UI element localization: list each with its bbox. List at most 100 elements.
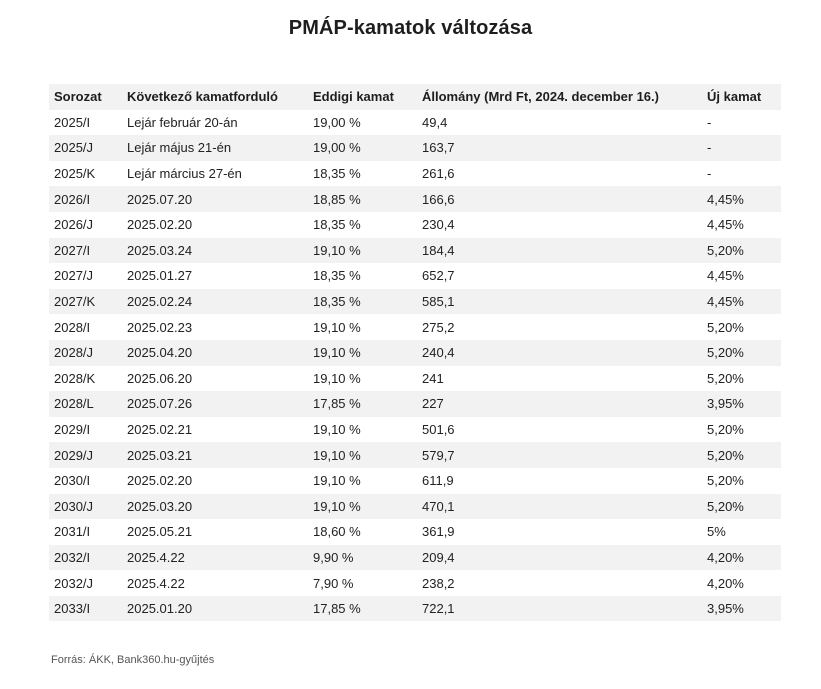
cell-new-rate: 5,20% xyxy=(707,319,744,335)
cell-next-rate-change: Lejár március 27-én xyxy=(127,166,242,182)
column-header-outstanding-amount: Állomány (Mrd Ft, 2024. december 16.) xyxy=(422,89,659,105)
cell-new-rate: 3,95% xyxy=(707,396,744,412)
cell-new-rate: 5,20% xyxy=(707,345,744,361)
cell-series: 2027/J xyxy=(54,268,94,284)
cell-series: 2032/I xyxy=(54,549,91,565)
cell-series: 2025/I xyxy=(54,114,91,130)
cell-series: 2028/L xyxy=(54,396,94,412)
cell-next-rate-change: 2025.02.24 xyxy=(127,294,193,310)
cell-previous-rate: 18,60 % xyxy=(313,524,361,540)
table-row: 2028/I 2025.02.23 19,10 % 275,2 5,20% xyxy=(49,314,781,340)
cell-series: 2028/J xyxy=(54,345,94,361)
interest-rate-table: Sorozat Következő kamatforduló Eddigi ka… xyxy=(49,84,781,622)
cell-new-rate: 5,20% xyxy=(707,498,744,514)
cell-series: 2033/I xyxy=(54,601,91,617)
cell-series: 2031/I xyxy=(54,524,91,540)
cell-outstanding-amount: 722,1 xyxy=(422,601,455,617)
page-title: PMÁP-kamatok változása xyxy=(288,17,533,39)
cell-series: 2027/I xyxy=(54,242,91,258)
cell-outstanding-amount: 501,6 xyxy=(422,422,455,438)
table-row: 2028/L 2025.07.26 17,85 % 227 3,95% xyxy=(49,391,781,417)
cell-outstanding-amount: 209,4 xyxy=(422,549,455,565)
table-row: 2031/I 2025.05.21 18,60 % 361,9 5% xyxy=(49,519,781,545)
cell-next-rate-change: 2025.03.20 xyxy=(127,498,193,514)
cell-series: 2025/K xyxy=(54,166,96,182)
table-row: 2027/K 2025.02.24 18,35 % 585,1 4,45% xyxy=(49,288,781,315)
cell-outstanding-amount: 652,7 xyxy=(422,268,455,284)
table-row: 2025/I Lejár február 20-án 19,00 % 49,4 - xyxy=(49,109,781,136)
cell-previous-rate: 19,10 % xyxy=(313,422,361,438)
cell-previous-rate: 19,10 % xyxy=(313,498,361,514)
table-row: 2027/I 2025.03.24 19,10 % 184,4 5,20% xyxy=(49,237,781,264)
table-body: 2025/I Lejár február 20-án 19,00 % 49,4-202… xyxy=(49,109,781,622)
cell-outstanding-amount: 261,6 xyxy=(422,166,455,182)
column-header-next-rate-change: Következő kamatforduló xyxy=(127,89,278,105)
cell-previous-rate: 18,35 % xyxy=(313,166,361,182)
table-header: Sorozat Következő kamatforduló Eddigi ka… xyxy=(49,84,781,110)
cell-previous-rate: 18,35 % xyxy=(313,268,361,284)
table-row: 2029/J 2025.03.21 19,10 % 579,7 5,20% xyxy=(49,442,781,468)
cell-previous-rate: 18,35 % xyxy=(313,294,361,310)
cell-outstanding-amount: 166,6 xyxy=(422,191,455,207)
cell-previous-rate: 19,10 % xyxy=(313,242,361,258)
column-header-series: Sorozat xyxy=(54,89,102,105)
cell-next-rate-change: Lejár február 20-án xyxy=(127,114,238,130)
cell-next-rate-change: 2025.01.20 xyxy=(127,601,193,617)
cell-next-rate-change: 2025.02.23 xyxy=(127,319,193,335)
cell-next-rate-change: 2025.01.27 xyxy=(127,268,193,284)
cell-outstanding-amount: 579,7 xyxy=(422,447,455,463)
cell-series: 2026/J xyxy=(54,217,94,233)
cell-new-rate: 5% xyxy=(707,524,726,540)
cell-previous-rate: 19,10 % xyxy=(313,345,361,361)
cell-new-rate: 4,20% xyxy=(707,549,744,565)
table-row: 2028/K 2025.06.20 19,10 % 241 5,20% xyxy=(49,365,781,392)
cell-next-rate-change: 2025.4.22 xyxy=(127,549,185,565)
cell-outstanding-amount: 49,4 xyxy=(422,114,448,130)
cell-series: 2026/I xyxy=(54,191,91,207)
cell-next-rate-change: 2025.02.20 xyxy=(127,473,193,489)
cell-new-rate: 4,45% xyxy=(707,294,744,310)
cell-new-rate: 4,45% xyxy=(707,191,744,207)
cell-next-rate-change: 2025.4.22 xyxy=(127,575,185,591)
cell-series: 2029/J xyxy=(54,447,94,463)
cell-new-rate: 5,20% xyxy=(707,422,744,438)
cell-series: 2028/K xyxy=(54,370,96,386)
cell-outstanding-amount: 470,1 xyxy=(422,498,455,514)
table-row: 2032/I 2025.4.22 9,90 % 209,4 4,20% xyxy=(49,544,781,571)
cell-next-rate-change: 2025.03.24 xyxy=(127,242,193,258)
cell-new-rate: 4,20% xyxy=(707,575,744,591)
cell-outstanding-amount: 611,9 xyxy=(422,473,454,489)
column-header-previous-rate: Eddigi kamat xyxy=(313,89,394,105)
cell-next-rate-change: 2025.02.21 xyxy=(127,422,193,438)
cell-new-rate: - xyxy=(707,166,712,182)
cell-outstanding-amount: 238,2 xyxy=(422,575,455,591)
cell-next-rate-change: 2025.06.20 xyxy=(127,370,193,386)
table-row: 2030/I 2025.02.20 19,10 % 611,9 5,20% xyxy=(49,467,781,494)
cell-series: 2025/J xyxy=(54,140,94,156)
table-row: 2033/I 2025.01.20 17,85 % 722,1 3,95% xyxy=(49,595,781,622)
cell-previous-rate: 19,10 % xyxy=(313,473,361,489)
cell-outstanding-amount: 230,4 xyxy=(422,217,455,233)
cell-next-rate-change: 2025.07.26 xyxy=(127,396,193,412)
cell-previous-rate: 7,90 % xyxy=(313,575,354,591)
cell-new-rate: 5,20% xyxy=(707,473,744,489)
cell-new-rate: 5,20% xyxy=(707,370,744,386)
cell-next-rate-change: 2025.05.21 xyxy=(127,524,193,540)
source-note: Forrás: ÁKK, Bank360.hu-gyűjtés xyxy=(51,654,215,666)
cell-next-rate-change: 2025.04.20 xyxy=(127,345,193,361)
cell-next-rate-change: 2025.02.20 xyxy=(127,217,193,233)
cell-new-rate: 5,20% xyxy=(707,242,744,258)
table-row: 2025/J Lejár május 21-én 19,00 % 163,7 - xyxy=(49,135,781,161)
cell-new-rate: 3,95% xyxy=(707,601,744,617)
cell-previous-rate: 19,10 % xyxy=(313,370,361,386)
cell-previous-rate: 17,85 % xyxy=(313,396,361,412)
cell-series: 2027/K xyxy=(54,294,96,310)
cell-next-rate-change: 2025.03.21 xyxy=(127,447,193,463)
table-header-row: Sorozat Következő kamatforduló Eddigi ka… xyxy=(49,84,781,110)
cell-new-rate: 5,20% xyxy=(707,447,744,463)
cell-series: 2032/J xyxy=(54,575,94,591)
cell-outstanding-amount: 241 xyxy=(422,370,444,386)
cell-previous-rate: 19,10 % xyxy=(313,319,361,335)
table-row: 2029/I 2025.02.21 19,10 % 501,6 5,20% xyxy=(49,416,781,443)
cell-previous-rate: 17,85 % xyxy=(313,601,361,617)
